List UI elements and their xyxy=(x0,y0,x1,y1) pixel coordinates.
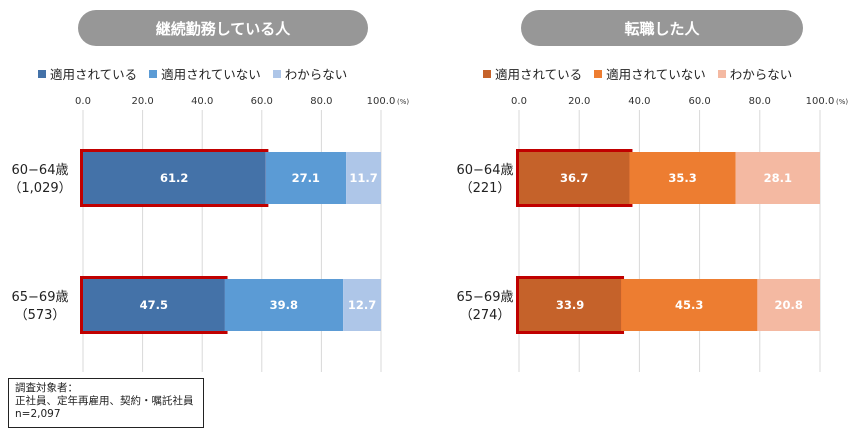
category-count: （1,029） xyxy=(8,181,71,196)
stacked-bar-chart: 0.0 20.0 40.0 60.0 80.0 100.0 (%) 60−64歳 （1,029）… xyxy=(8,96,409,372)
legend-label: わからない xyxy=(284,67,348,82)
data-label: 36.7 xyxy=(560,171,588,185)
category-count: （573） xyxy=(15,308,66,323)
legend-item: 適用されている xyxy=(483,64,582,83)
data-label: 35.3 xyxy=(668,171,696,185)
tick-label: 80.0 xyxy=(310,96,332,107)
tick-label: 100.0 xyxy=(806,96,835,107)
category-label: 60−64歳 xyxy=(12,163,69,178)
data-label: 39.8 xyxy=(270,298,298,312)
category-count: （274） xyxy=(460,308,511,323)
data-label: 28.1 xyxy=(764,171,792,185)
note-line: n=2,097 xyxy=(15,408,61,420)
data-label: 61.2 xyxy=(160,171,188,185)
data-label: 33.9 xyxy=(556,298,584,312)
legend-swatch-icon xyxy=(149,69,158,78)
legend: 適用されている 適用されていない わからない xyxy=(483,64,792,83)
tick-label: 100.0 xyxy=(367,96,396,107)
tick-label: 60.0 xyxy=(688,96,710,107)
legend-item: わからない xyxy=(717,64,793,83)
legend-label: 適用されていない xyxy=(606,67,706,82)
data-label: 47.5 xyxy=(140,298,168,312)
legend-item: 適用されていない xyxy=(594,64,706,83)
bar-segment xyxy=(224,279,344,331)
category-label: 65−69歳 xyxy=(457,290,514,305)
legend-label: 適用されている xyxy=(50,67,138,82)
legend-swatch-icon xyxy=(38,69,46,78)
data-label: 11.7 xyxy=(349,171,377,185)
bar-segment xyxy=(519,152,630,204)
bar-segment xyxy=(83,152,266,204)
chart-job-changers: 転職した人 適用されている 適用されていない わからない 0.0 20.0 40.0… xyxy=(435,0,865,380)
bar-segment xyxy=(757,279,820,331)
category-count: （221） xyxy=(460,181,511,196)
legend-item: 適用されていない xyxy=(149,64,261,83)
survey-note: 調査対象者： 正社員、定年再雇用、契約・嘱託社員 n=2,097 xyxy=(8,378,204,428)
tick-label: 20.0 xyxy=(131,96,153,107)
tick-label: 40.0 xyxy=(628,96,650,107)
legend-label: わからない xyxy=(729,67,793,82)
legend: 適用されている 適用されていない わからない xyxy=(38,64,347,83)
unit-label: (%) xyxy=(836,98,848,106)
legend-item: 適用されている xyxy=(38,64,137,83)
legend-label: 適用されている xyxy=(495,67,583,82)
bar-segment xyxy=(621,279,758,331)
category-label: 65−69歳 xyxy=(12,290,69,305)
bar-segment xyxy=(629,152,736,204)
tick-label: 0.0 xyxy=(511,96,527,107)
bar-segment xyxy=(265,152,347,204)
legend-item: わからない xyxy=(272,64,348,83)
legend-swatch-icon xyxy=(717,69,726,78)
legend-label: 適用されていない xyxy=(161,67,261,82)
tick-label: 80.0 xyxy=(749,96,771,107)
chart-continuing-employees: 継続勤務している人 適用されている 適用されていない わからない 0.0 20.0… xyxy=(0,0,430,380)
legend-swatch-icon xyxy=(483,69,491,78)
note-line: 調査対象者： xyxy=(15,382,78,394)
bar-segment xyxy=(83,279,225,331)
tick-label: 20.0 xyxy=(568,96,590,107)
data-label: 20.8 xyxy=(775,298,803,312)
bar-segment xyxy=(343,279,381,331)
bar-segment xyxy=(519,279,622,331)
tick-label: 40.0 xyxy=(191,96,213,107)
bar-segment xyxy=(346,152,381,204)
data-label: 45.3 xyxy=(675,298,703,312)
legend-swatch-icon xyxy=(594,69,603,78)
data-label: 27.1 xyxy=(292,171,320,185)
tick-label: 60.0 xyxy=(251,96,273,107)
unit-label: (%) xyxy=(397,98,409,106)
stacked-bar-chart: 0.0 20.0 40.0 60.0 80.0 100.0 (%) 60−64歳 （221） 36… xyxy=(457,96,848,372)
tick-label: 0.0 xyxy=(75,96,91,107)
chart-title: 継続勤務している人 xyxy=(78,10,368,46)
category-label: 60−64歳 xyxy=(457,163,514,178)
legend-swatch-icon xyxy=(272,69,281,78)
bar-segment xyxy=(735,152,820,204)
note-line: 正社員、定年再雇用、契約・嘱託社員 xyxy=(15,395,194,407)
chart-title: 転職した人 xyxy=(521,10,803,46)
data-label: 12.7 xyxy=(348,298,376,312)
